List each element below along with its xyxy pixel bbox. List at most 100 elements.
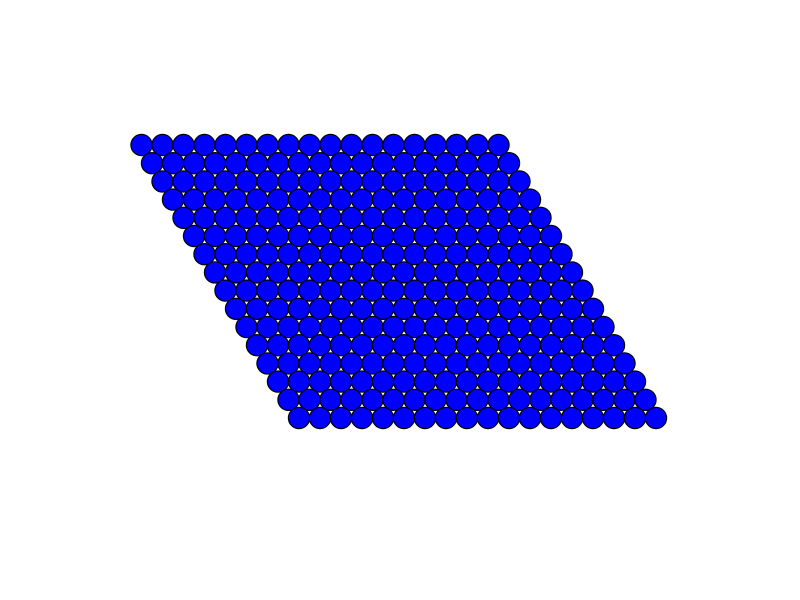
particle-circle — [497, 297, 521, 320]
particle-circle — [277, 133, 300, 157]
particle-circle — [245, 151, 269, 175]
particle-circle — [560, 370, 584, 393]
particle-circle — [340, 242, 363, 266]
particle-circle — [340, 315, 363, 339]
particle-circle — [487, 170, 510, 193]
particle-circle — [350, 334, 374, 357]
particle-circle — [445, 352, 468, 375]
particle-circle — [434, 261, 458, 284]
particle-circle — [329, 224, 353, 248]
particle-circle — [350, 297, 374, 320]
particle-circle — [445, 242, 468, 266]
particle-circle — [550, 315, 573, 339]
particle-circle — [382, 206, 405, 229]
particle-circle — [329, 370, 353, 393]
particle-circle — [392, 151, 416, 175]
particle-circle — [235, 279, 258, 302]
particle-circle — [476, 188, 500, 211]
particle-circle — [287, 297, 311, 320]
particle-circle — [434, 188, 458, 211]
particle-circle — [497, 406, 521, 430]
particle-circle — [487, 315, 510, 339]
particle-circle — [508, 206, 531, 229]
particle-circle — [434, 370, 458, 393]
particle-circle — [476, 261, 500, 284]
particle-circle — [434, 406, 458, 430]
particle-circle — [140, 151, 164, 175]
particle-circle — [161, 151, 185, 175]
particle-circle — [455, 261, 479, 284]
particle-circle — [487, 133, 510, 157]
particle-circle — [382, 388, 405, 411]
particle-circle — [319, 352, 342, 375]
particle-circle — [403, 170, 426, 193]
particle-circle — [434, 151, 458, 175]
particle-circle — [455, 334, 479, 357]
particle-circle — [466, 170, 489, 193]
particle-circle — [560, 261, 584, 284]
particle-circle — [287, 224, 311, 248]
particle-circle — [172, 206, 195, 229]
particle-circle — [382, 242, 405, 266]
particle-circle — [508, 242, 531, 266]
particle-circle — [550, 388, 573, 411]
particle-circle — [487, 352, 510, 375]
particle-circle — [298, 352, 321, 375]
particle-circle — [287, 334, 311, 357]
particle-circle — [308, 334, 332, 357]
particle-circle — [529, 242, 552, 266]
particle-circle — [476, 406, 500, 430]
particle-circle — [266, 297, 290, 320]
particle-circle — [571, 315, 594, 339]
particle-circle — [319, 170, 342, 193]
particle-circle — [203, 188, 227, 211]
particle-circle — [361, 242, 384, 266]
particle-circle — [529, 352, 552, 375]
particle-circle — [560, 297, 584, 320]
particle-circle — [329, 406, 353, 430]
particle-circle — [529, 388, 552, 411]
particle-circle — [413, 261, 437, 284]
particle-circle — [245, 261, 269, 284]
particle-circle — [623, 370, 647, 393]
particle-circle — [508, 352, 531, 375]
particle-circle — [550, 279, 573, 302]
particle-circle — [298, 242, 321, 266]
particle-circle — [518, 370, 542, 393]
particle-circle — [256, 315, 279, 339]
particle-circle — [277, 279, 300, 302]
particle-circle — [518, 188, 542, 211]
particle-circle — [455, 188, 479, 211]
particle-circle — [550, 352, 573, 375]
particle-circle — [193, 206, 216, 229]
particle-circle — [413, 297, 437, 320]
particle-circle — [329, 297, 353, 320]
particle-circle — [497, 261, 521, 284]
particle-circle — [539, 406, 563, 430]
particle-circle — [392, 297, 416, 320]
particle-circle — [203, 224, 227, 248]
particle-circle — [560, 406, 584, 430]
particle-circle — [539, 334, 563, 357]
particle-circle — [529, 279, 552, 302]
particle-circle — [508, 315, 531, 339]
particle-circle — [256, 352, 279, 375]
particle-circle — [340, 170, 363, 193]
particle-circle — [193, 133, 216, 157]
particle-circle — [508, 388, 531, 411]
particle-circle — [518, 261, 542, 284]
particle-circle — [487, 242, 510, 266]
particle-circle — [361, 315, 384, 339]
particle-circle — [424, 206, 447, 229]
particle-circle — [214, 170, 237, 193]
particle-circle — [340, 206, 363, 229]
particle-circle — [487, 388, 510, 411]
particle-circle — [151, 133, 174, 157]
particle-circle — [445, 133, 468, 157]
particle-circle — [224, 297, 248, 320]
particle-circle — [413, 151, 437, 175]
particle-circle — [413, 370, 437, 393]
particle-circle — [571, 279, 594, 302]
particle-circle — [466, 352, 489, 375]
